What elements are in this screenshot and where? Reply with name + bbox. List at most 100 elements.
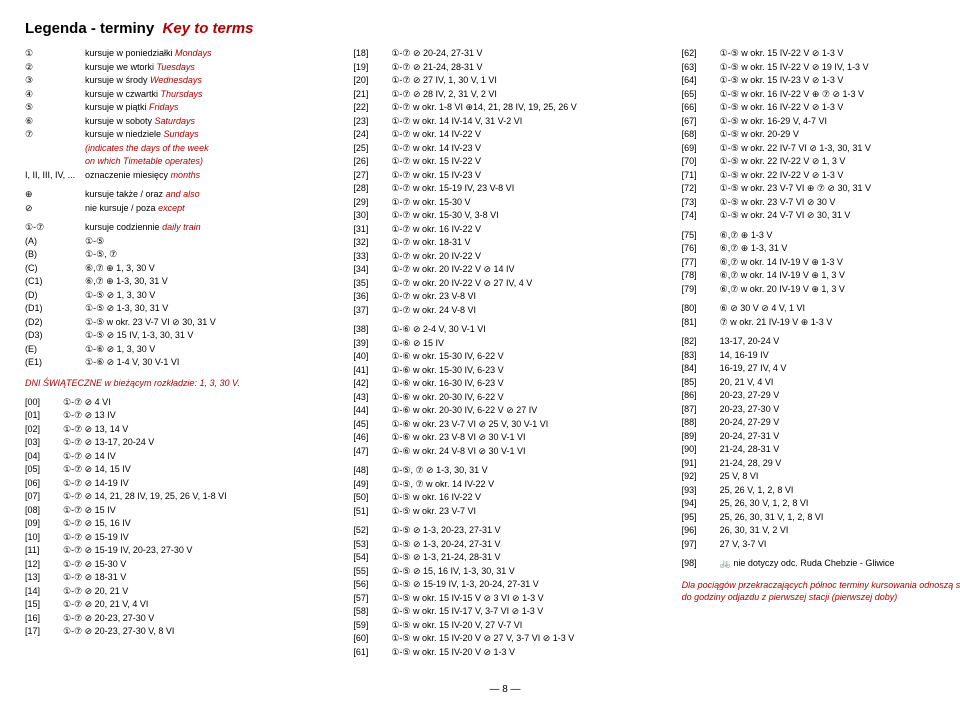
row-key: [50] bbox=[353, 491, 391, 505]
row-value: ①-⑥ w okr. 24 V-8 VI ⊘ 30 V-1 VI bbox=[391, 445, 656, 459]
row-value: ①-⑦ ⊘ 13 IV bbox=[63, 409, 328, 423]
row-key: [75] bbox=[682, 229, 720, 243]
row-value: ①-⑦ ⊘ 15-19 IV bbox=[63, 531, 328, 545]
row-value: ①-⑦ ⊘ 15 IV bbox=[63, 504, 328, 518]
row-key: (C1) bbox=[25, 275, 85, 289]
row-value: ①-⑥ ⊘ 1-4 V, 30 V-1 VI bbox=[85, 356, 328, 370]
row-value: ①-⑦ ⊘ 18-31 V bbox=[63, 571, 328, 585]
row-key: [43] bbox=[353, 391, 391, 405]
row-value: ①-⑦ ⊘ 14, 15 IV bbox=[63, 463, 328, 477]
row-key: [79] bbox=[682, 283, 720, 297]
row-value: ①-⑦ ⊘ 28 IV, 2, 31 V, 2 VI bbox=[391, 88, 656, 102]
row-key: [29] bbox=[353, 196, 391, 210]
row-key: [96] bbox=[682, 524, 720, 538]
row-key: [13] bbox=[25, 571, 63, 585]
row-key: [33] bbox=[353, 250, 391, 264]
row-value: ①-⑦ ⊘ 14-19 IV bbox=[63, 477, 328, 491]
row-key: [11] bbox=[25, 544, 63, 558]
row-value: ①-⑦ w okr. 15-30 V bbox=[391, 196, 656, 210]
row-value: ①-⑤, ⑦ bbox=[85, 248, 328, 262]
row-key: [71] bbox=[682, 169, 720, 183]
row-value: 25, 26, 30, 31 V, 1, 2, 8 VI bbox=[720, 511, 960, 525]
row-value: 🚲 nie dotyczy odc. Ruda Chebzie - Gliwic… bbox=[720, 557, 960, 571]
row-key: [78] bbox=[682, 269, 720, 283]
row-value: ①-⑦ ⊘ 15-30 V bbox=[63, 558, 328, 572]
row-value: ①-⑦ w okr. 15-19 IV, 23 V-8 VI bbox=[391, 182, 656, 196]
row-value: ①-⑦ ⊘ 15-19 IV, 20-23, 27-30 V bbox=[63, 544, 328, 558]
row-key: [89] bbox=[682, 430, 720, 444]
row-value: ⑥,⑦ ⊕ 1-3, 31 V bbox=[720, 242, 960, 256]
row-value: ①-⑥ w okr. 15-30 IV, 6-23 V bbox=[391, 364, 656, 378]
row-value: 25 V, 8 VI bbox=[720, 470, 960, 484]
row-key: [77] bbox=[682, 256, 720, 270]
row-key: [45] bbox=[353, 418, 391, 432]
row-value: kursuje w piątki Fridays bbox=[85, 101, 328, 115]
legend-column-3: [62]①-⑤ w okr. 15 IV-22 V ⊘ 1-3 V[63]①-⑤… bbox=[682, 47, 960, 659]
row-key: [42] bbox=[353, 377, 391, 391]
row-key: [98] bbox=[682, 557, 720, 571]
row-key: [17] bbox=[25, 625, 63, 639]
row-value: ①-⑤ w okr. 16 IV-22 V ⊕ ⑦ ⊘ 1-3 V bbox=[720, 88, 960, 102]
except-val: nie kursuje / poza except bbox=[85, 202, 328, 216]
row-key: [85] bbox=[682, 376, 720, 390]
row-key: (D2) bbox=[25, 316, 85, 330]
row-key: (D1) bbox=[25, 302, 85, 316]
row-value: ⑥,⑦ w okr. 14 IV-19 V ⊕ 1-3 V bbox=[720, 256, 960, 270]
months-key: I, II, III, IV, ... bbox=[25, 169, 85, 183]
row-key: [81] bbox=[682, 316, 720, 330]
row-value: ①-⑤ w okr. 15 IV-23 V ⊘ 1-3 V bbox=[720, 74, 960, 88]
row-key: [84] bbox=[682, 362, 720, 376]
row-key: [57] bbox=[353, 592, 391, 606]
row-value: ①-⑦ ⊘ 21-24, 28-31 V bbox=[391, 61, 656, 75]
row-value: 21-24, 28, 29 V bbox=[720, 457, 960, 471]
row-value: ⑥,⑦ w okr. 20 IV-19 V ⊕ 1, 3 V bbox=[720, 283, 960, 297]
row-value: 13-17, 20-24 V bbox=[720, 335, 960, 349]
page-number: — 8 — bbox=[25, 684, 960, 695]
row-value: ①-⑤ w okr. 15 IV-22 V ⊘ 1-3 V bbox=[720, 47, 960, 61]
row-value: ①-⑦ ⊘ 20-24, 27-31 V bbox=[391, 47, 656, 61]
row-value: ①-⑦ w okr. 15 IV-22 V bbox=[391, 155, 656, 169]
row-key: [74] bbox=[682, 209, 720, 223]
row-key: [04] bbox=[25, 450, 63, 464]
row-value: ⑥ ⊘ 30 V ⊘ 4 V, 1 VI bbox=[720, 302, 960, 316]
row-key: [66] bbox=[682, 101, 720, 115]
row-key: [80] bbox=[682, 302, 720, 316]
legend-column-2: [18]①-⑦ ⊘ 20-24, 27-31 V[19]①-⑦ ⊘ 21-24,… bbox=[353, 47, 656, 659]
row-value: ①-⑦ w okr. 15 IV-23 V bbox=[391, 169, 656, 183]
row-value: ①-⑤ w okr. 22 IV-7 VI ⊘ 1-3, 30, 31 V bbox=[720, 142, 960, 156]
row-key: [59] bbox=[353, 619, 391, 633]
row-value: ⑥,⑦ ⊕ 1-3, 30, 31 V bbox=[85, 275, 328, 289]
row-key: [51] bbox=[353, 505, 391, 519]
row-value: ①-⑦ w okr. 15-30 V, 3-8 VI bbox=[391, 209, 656, 223]
row-value: ①-⑦ ⊘ 4 VI bbox=[63, 396, 328, 410]
row-key: [46] bbox=[353, 431, 391, 445]
row-key: [25] bbox=[353, 142, 391, 156]
row-value: ①-⑦ ⊘ 20-23, 27-30 V, 8 VI bbox=[63, 625, 328, 639]
row-key: [92] bbox=[682, 470, 720, 484]
row-value: 20-23, 27-29 V bbox=[720, 389, 960, 403]
row-value: ①-⑥ w okr. 23 V-7 VI ⊘ 25 V, 30 V-1 VI bbox=[391, 418, 656, 432]
row-key: [31] bbox=[353, 223, 391, 237]
also-key: ⊕ bbox=[25, 188, 85, 202]
row-key: [38] bbox=[353, 323, 391, 337]
row-value: ①-⑤ ⊘ 15-19 IV, 1-3, 20-24, 27-31 V bbox=[391, 578, 656, 592]
row-key: [27] bbox=[353, 169, 391, 183]
row-value: ①-⑥ ⊘ 2-4 V, 30 V-1 VI bbox=[391, 323, 656, 337]
row-value: 25, 26 V, 1, 2, 8 VI bbox=[720, 484, 960, 498]
row-key: ③ bbox=[25, 74, 85, 88]
row-value: ①-⑥ ⊘ 1, 3, 30 V bbox=[85, 343, 328, 357]
row-key: ④ bbox=[25, 88, 85, 102]
row-value: ⑦ w okr. 21 IV-19 V ⊕ 1-3 V bbox=[720, 316, 960, 330]
row-value: ①-⑦ w okr. 24 V-8 VI bbox=[391, 304, 656, 318]
row-key: [06] bbox=[25, 477, 63, 491]
row-key: [83] bbox=[682, 349, 720, 363]
row-value: 20-24, 27-31 V bbox=[720, 430, 960, 444]
row-key: [73] bbox=[682, 196, 720, 210]
row-key: [01] bbox=[25, 409, 63, 423]
row-value: ①-⑦ w okr. 20 IV-22 V ⊘ 27 IV, 4 V bbox=[391, 277, 656, 291]
row-value: ①-⑤, ⑦ ⊘ 1-3, 30, 31 V bbox=[391, 464, 656, 478]
row-value: ①-⑥ ⊘ 15 IV bbox=[391, 337, 656, 351]
row-key: [48] bbox=[353, 464, 391, 478]
row-key: [21] bbox=[353, 88, 391, 102]
except-key: ⊘ bbox=[25, 202, 85, 216]
